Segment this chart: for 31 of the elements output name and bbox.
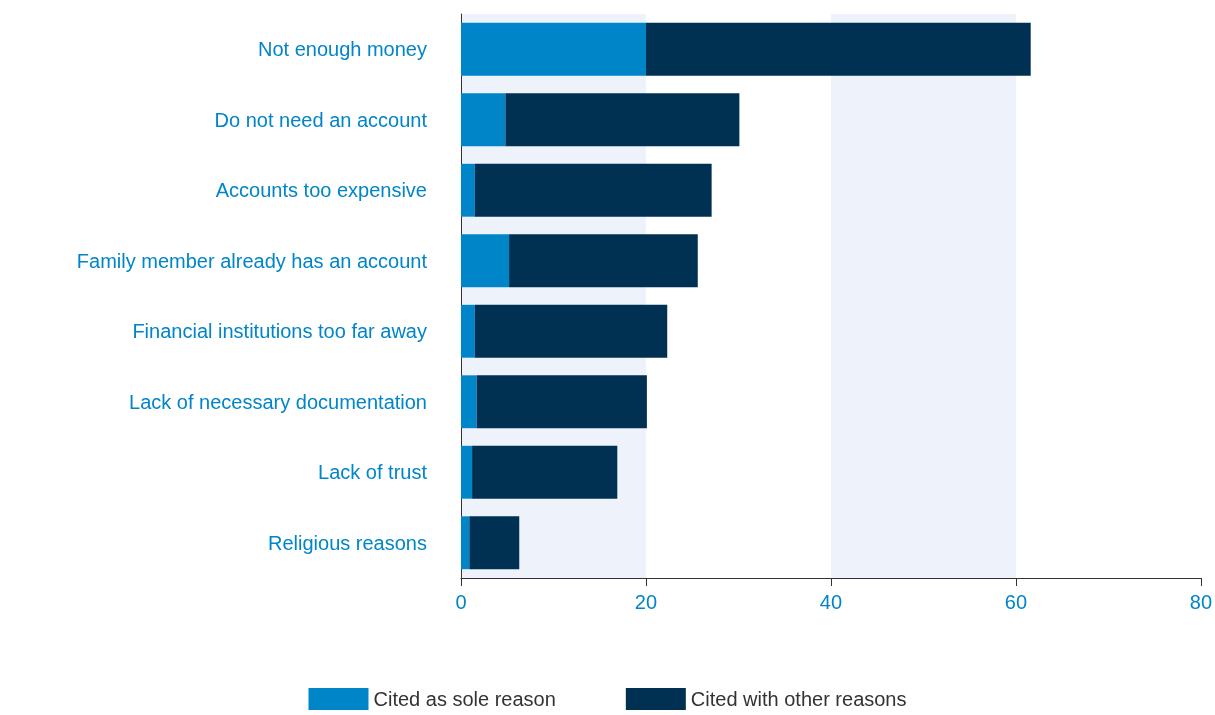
bar [461, 516, 470, 570]
x-tick-label: 60 [1004, 591, 1028, 613]
bar [505, 93, 740, 147]
bar [509, 234, 698, 288]
bar [474, 163, 712, 217]
bar [461, 22, 646, 76]
legend-label: Cited as sole reason [373, 688, 556, 710]
bar [476, 375, 647, 429]
bar [461, 93, 506, 147]
bar [461, 234, 510, 288]
bar [461, 375, 477, 429]
bar [461, 304, 475, 358]
x-tick-label: 40 [819, 591, 843, 613]
x-tick-label: 0 [455, 591, 467, 613]
bar [474, 304, 668, 358]
y-tick-label: Lack of necessary documentation [129, 390, 427, 413]
bar [461, 445, 473, 499]
y-tick-label: Religious reasons [268, 531, 427, 554]
legend-label: Cited with other reasons [690, 688, 907, 710]
y-tick-label: Financial institutions too far away [132, 320, 427, 343]
bar [461, 163, 475, 217]
bar [469, 516, 520, 570]
y-tick-label: Accounts too expensive [215, 179, 427, 202]
y-tick-label: Family member already has an account [76, 249, 428, 272]
x-tick-label: 20 [634, 591, 658, 613]
y-tick-label: Not enough money [257, 38, 427, 61]
x-tick-label: 80 [1189, 591, 1212, 613]
y-tick-label: Lack of trust [318, 461, 428, 484]
y-tick-label: Do not need an account [214, 108, 428, 131]
bar [472, 445, 618, 499]
bar [645, 22, 1031, 76]
